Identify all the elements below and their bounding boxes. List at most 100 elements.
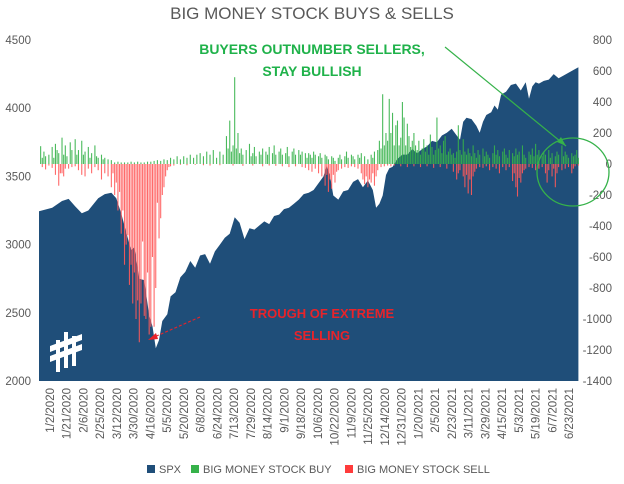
sell-bar [372,164,374,174]
buy-bar [186,157,188,164]
x-tick-label: 10/6/2020 [313,388,325,439]
annotation-trough: TROUGH OF EXTREME SELLING [250,306,395,343]
sell-bar [138,164,140,343]
buy-bar [495,154,497,164]
buy-bar [410,146,412,164]
buy-bar [71,150,73,164]
buy-bar [262,148,264,164]
sell-bar [393,164,395,166]
buy-bar [536,154,538,164]
buy-bar [280,148,282,164]
buy-bar [457,125,459,164]
sell-bar [100,164,103,180]
sell-bar [135,164,137,319]
sell-bar [387,164,389,166]
sell-bar [554,164,556,188]
sell-bar [334,164,336,183]
sell-bar [426,164,428,167]
buy-bar [446,154,448,164]
x-tick-label: 2/25/2020 [95,388,107,439]
sell-bar [145,164,147,319]
sell-bar [232,164,234,166]
buy-bar [429,134,431,164]
sell-bar [577,164,579,166]
buy-bar [357,154,359,164]
buy-bar [298,150,300,164]
buy-bar [275,154,277,164]
sell-bar [492,164,494,168]
annotation-trough-line1: TROUGH OF EXTREME [250,306,395,321]
annotation-trough-arrowhead [148,333,158,340]
buy-bar [493,145,496,164]
sell-bar [41,164,43,168]
buy-bar [288,156,290,164]
sell-bar [572,164,574,169]
x-tick-label: 4/16/2020 [146,388,158,439]
buy-bar [123,162,126,164]
sell-bar [137,164,139,301]
sell-bar [375,164,377,177]
legend-swatch-sell [345,465,353,473]
sell-bar [502,164,504,168]
buy-bar [301,151,303,164]
buy-bar [548,150,550,164]
sell-bar [160,164,162,219]
buy-bar [87,146,89,164]
sell-bar [433,164,435,168]
right-y-axis: 8006004002000-200-400-600-800-1000-1200-… [583,35,612,388]
x-tick-label: 2/5/2021 [430,388,442,433]
buy-bar [461,154,463,164]
sell-bar [148,164,150,335]
buy-bar [196,154,198,164]
left-tick-label: 4500 [5,35,31,47]
buy-bar [393,145,395,164]
buy-bar [225,136,228,164]
x-tick-label: 3/29/2021 [480,388,492,439]
sell-bar [523,164,525,171]
buy-bar [242,154,244,164]
sell-bar [117,164,119,211]
legend-label-spx: SPX [159,464,182,476]
right-tick-label: -600 [589,252,612,264]
sell-bar [390,164,392,167]
buy-bar [339,154,341,164]
buy-bar [252,153,254,164]
buy-bar [58,153,60,164]
buy-bar [385,133,387,164]
sell-bar [110,164,112,188]
x-tick-label: 5/5/2020 [162,388,174,433]
x-tick-label: 12/14/2020 [380,388,392,446]
buy-bar [227,148,229,164]
right-tick-label: -400 [589,221,612,233]
sell-bar [301,164,303,168]
x-tick-label: 10/22/2020 [330,388,342,446]
right-tick-label: -800 [589,283,612,295]
x-tick-label: 8/14/2020 [263,388,275,439]
sell-bar [367,164,369,188]
sell-bar [163,164,165,188]
buy-bar [189,154,191,164]
sell-bar [120,164,122,234]
sell-bar [151,164,154,257]
sell-bar [413,164,415,167]
sell-bar [564,164,566,169]
buy-bar [232,145,234,164]
buy-bar [278,151,280,164]
sell-bar [153,164,155,327]
buy-bar [574,154,576,164]
sell-bar [531,164,533,168]
sell-bar [170,164,172,167]
buy-bar [74,139,76,164]
buy-bar [81,140,83,164]
buy-bar [482,148,484,164]
buy-bar [216,157,218,164]
annotation-buyers-line1: BUYERS OUTNUMBER SELLERS, [199,41,425,57]
buy-bar [551,153,553,164]
buy-bar [434,150,436,164]
right-tick-label: 600 [593,66,612,78]
sell-bar [383,164,385,167]
buy-bar [454,157,456,164]
sell-bar [115,164,117,183]
buy-bar [503,148,505,164]
sell-bar [146,164,149,273]
